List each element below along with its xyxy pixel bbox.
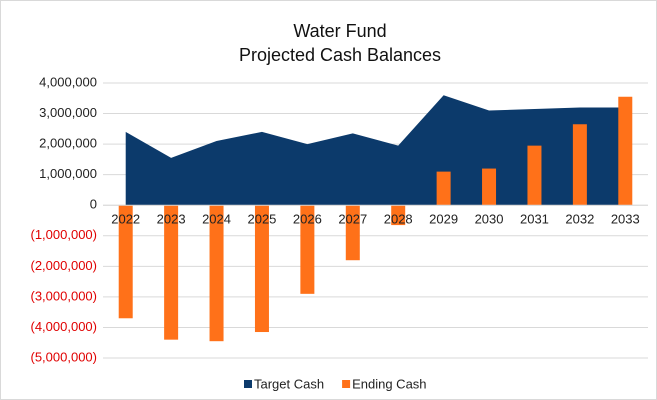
y-tick-label: 3,000,000	[39, 105, 97, 120]
x-tick-label: 2029	[429, 212, 458, 227]
y-tick-label: (4,000,000)	[31, 319, 98, 334]
legend-label: Ending Cash	[352, 376, 426, 391]
bar	[618, 96, 633, 206]
y-tick-label: (5,000,000)	[31, 349, 98, 364]
x-tick-label: 2028	[384, 212, 413, 227]
y-tick-label: 4,000,000	[39, 74, 97, 89]
chart-title: Water Fund	[293, 21, 386, 41]
bar	[482, 168, 497, 206]
area	[125, 95, 626, 206]
y-tick-label: (1,000,000)	[31, 227, 98, 242]
bar	[391, 205, 406, 226]
x-tick-label: 2025	[247, 212, 276, 227]
chart-subtitle: Projected Cash Balances	[239, 45, 441, 65]
legend-marker	[342, 380, 351, 388]
y-tick-label: 0	[90, 197, 97, 212]
x-tick-label: 2024	[202, 212, 231, 227]
bar	[436, 171, 451, 206]
y-tick-label: (3,000,000)	[31, 288, 98, 303]
bar	[345, 205, 360, 261]
x-tick-label: 2033	[611, 212, 640, 227]
x-tick-label: 2022	[111, 212, 140, 227]
legend-marker	[244, 380, 252, 388]
x-tick-label: 2031	[520, 212, 549, 227]
bar	[209, 205, 224, 342]
x-tick-label: 2032	[565, 212, 594, 227]
bar	[164, 205, 179, 340]
bar	[527, 145, 542, 206]
y-tick-label: 2,000,000	[39, 136, 97, 151]
x-tick-label: 2030	[475, 212, 504, 227]
bar	[572, 124, 587, 206]
x-tick-label: 2026	[293, 212, 322, 227]
bar	[254, 205, 269, 333]
y-tick-label: 1,000,000	[39, 166, 97, 181]
bar	[118, 205, 133, 319]
y-tick-label: (2,000,000)	[31, 258, 98, 273]
x-tick-label: 2023	[157, 212, 186, 227]
legend-label: Target Cash	[254, 376, 324, 391]
bar	[300, 205, 315, 294]
x-tick-label: 2027	[338, 212, 367, 227]
